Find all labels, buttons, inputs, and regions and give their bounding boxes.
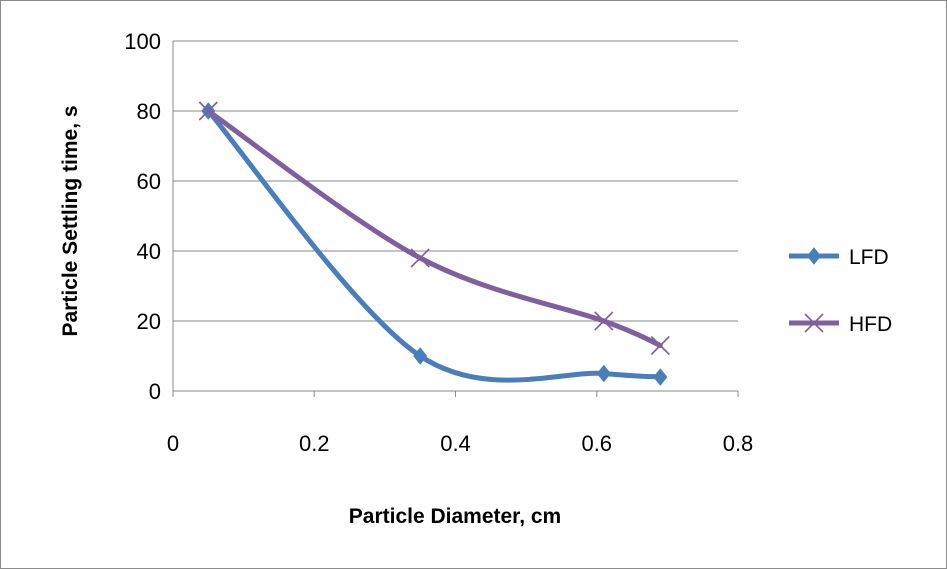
legend-marker-hfd-stroke [804,313,824,333]
y-tick-label: 20 [137,309,161,334]
data-point-hfd-stroke [198,101,218,121]
y-tick-label: 60 [137,169,161,194]
y-tick-label: 80 [137,99,161,124]
x-tick-label: 0.2 [299,431,330,456]
data-point-hfd-stroke [650,335,670,356]
x-axis-title: Particle Diameter, cm [349,505,561,528]
y-tick-labels: 0 20 40 60 80 100 [124,29,161,404]
series-line-lfd [205,108,663,383]
axes [172,41,739,397]
y-tick-label: 0 [149,379,161,404]
data-point-hfd [410,248,430,268]
data-point-hfd-stroke [594,311,614,331]
legend-item-lfd: LFD [789,246,889,269]
legend-marker-hfd [804,313,824,333]
data-point-lfd [596,364,611,383]
data-point-hfd [650,335,670,356]
y-axis-title: Particle Settling time, s [59,105,82,336]
x-tick-label: 0.6 [581,431,612,456]
legend-marker-lfd [806,247,822,265]
x-tick-label: 0.4 [440,431,471,456]
series-line-hfd [205,108,663,348]
y-tick-label: 40 [137,239,161,264]
legend-label-hfd: HFD [849,313,892,336]
data-point-hfd [594,311,614,331]
legend-item-hfd: HFD [789,313,892,336]
legend: LFD HFD [789,246,892,336]
legend-label-lfd: LFD [849,246,889,269]
series-group [198,101,670,386]
data-point-lfd [413,347,428,365]
x-tick-label: 0.8 [723,431,754,456]
data-point-hfd [198,101,218,121]
data-point-hfd-stroke [410,248,430,268]
x-tick-label: 0 [167,431,179,456]
y-tick-label: 100 [124,29,161,54]
data-point-lfd [653,368,668,386]
x-tick-labels: 0 0.2 0.4 0.6 0.8 [167,431,753,456]
